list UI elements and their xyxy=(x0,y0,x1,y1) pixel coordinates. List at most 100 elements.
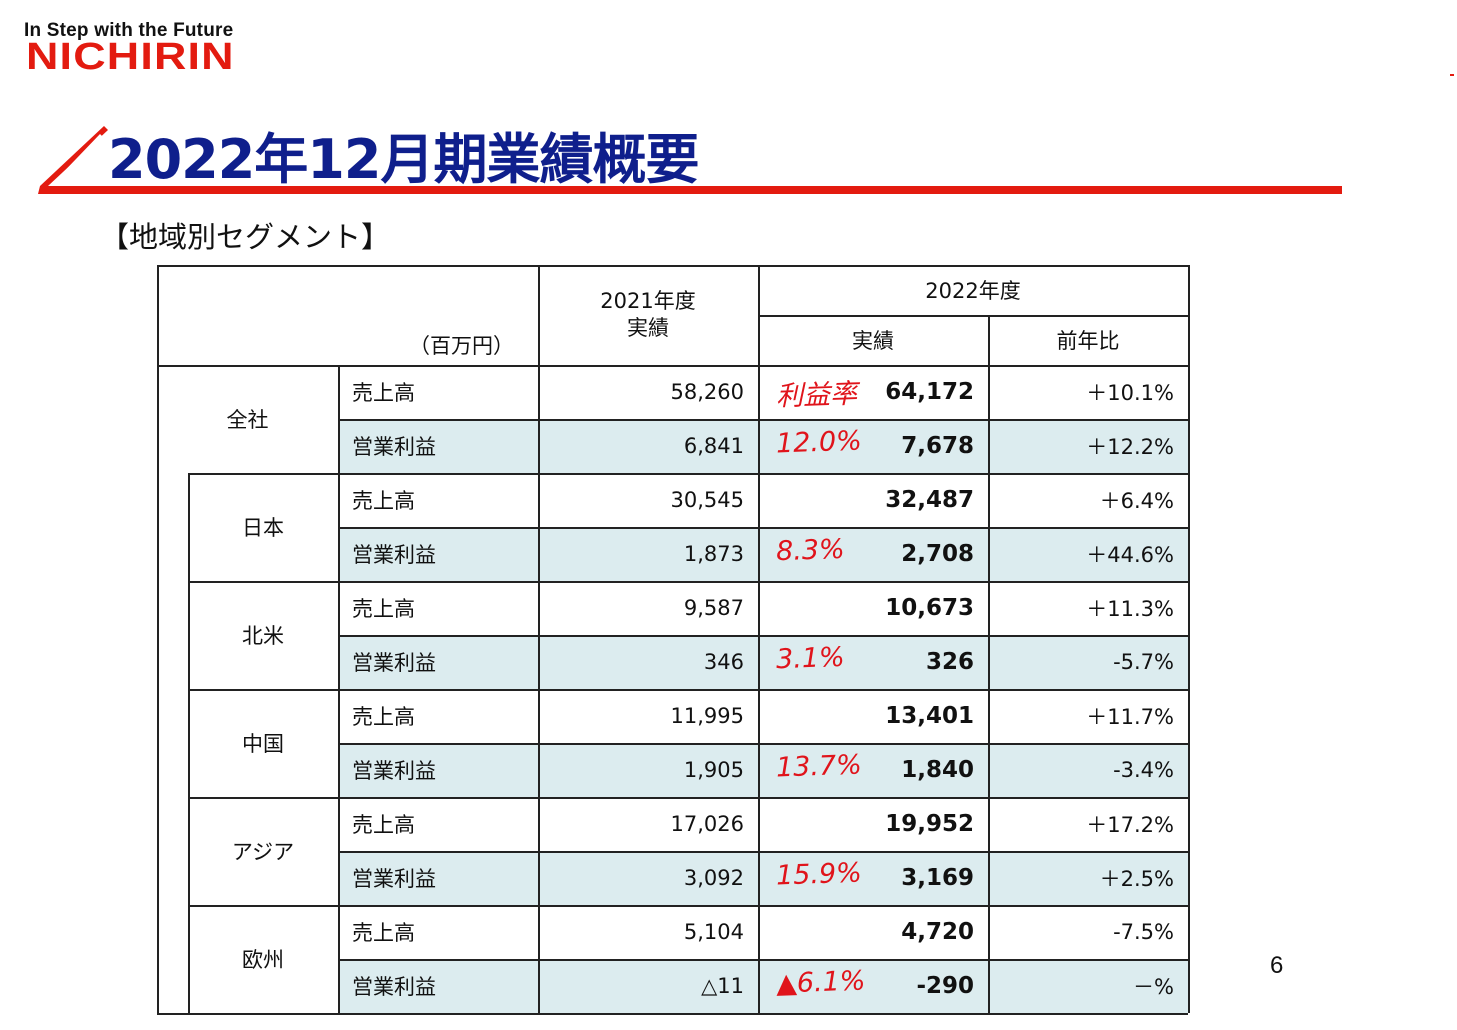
value-yoy: ＋10.1% xyxy=(1086,381,1174,405)
value-2021: 3,092 xyxy=(683,866,744,890)
table-vline xyxy=(188,473,190,1013)
value-yoy: -3.4% xyxy=(1113,758,1174,782)
table-hline xyxy=(758,315,1188,317)
metric-label: 営業利益 xyxy=(352,435,436,459)
value-2022: 2,708 xyxy=(901,541,974,567)
value-2022: 19,952 xyxy=(885,811,974,837)
header-2021-year: 2021年度 xyxy=(600,289,696,313)
metric-label: 売上高 xyxy=(352,813,415,837)
table-vline xyxy=(758,265,760,1013)
metric-label: 売上高 xyxy=(352,921,415,945)
title-underline-decoration xyxy=(38,126,1342,194)
table-hline xyxy=(188,473,1188,475)
table-hline xyxy=(188,689,1188,691)
table-vline xyxy=(338,365,340,1013)
header-2022-actual: 実績 xyxy=(852,329,894,353)
unit-label: （百万円） xyxy=(409,334,514,358)
header-2021-actual-label: 実績 xyxy=(627,316,669,340)
logo-tagline: In Step with the Future xyxy=(24,20,234,41)
value-yoy: ＋2.5% xyxy=(1099,867,1174,891)
table-hline xyxy=(338,419,1188,421)
region-label: アジア xyxy=(231,840,295,864)
value-2022: 64,172 xyxy=(885,379,974,405)
table-hline xyxy=(338,635,1188,637)
metric-label: 売上高 xyxy=(352,489,415,513)
header-yoy: 前年比 xyxy=(1056,329,1120,353)
metric-label: 売上高 xyxy=(352,705,415,729)
profit-row-shade xyxy=(338,635,1188,689)
value-2022: 10,673 xyxy=(885,595,974,621)
table-vline xyxy=(157,265,159,1013)
region-label: 北米 xyxy=(242,624,284,648)
table-hline xyxy=(188,581,1188,583)
metric-label: 営業利益 xyxy=(352,651,436,675)
header-2022-group: 2022年度 xyxy=(925,279,1021,303)
region-label: 中国 xyxy=(242,732,284,756)
table-hline xyxy=(157,1013,1188,1015)
metric-label: 営業利益 xyxy=(352,759,436,783)
value-yoy: -7.5% xyxy=(1113,920,1174,944)
value-yoy: ＋11.7% xyxy=(1086,705,1174,729)
page-number: 6 xyxy=(1270,952,1284,979)
value-yoy: ＋6.4% xyxy=(1099,489,1174,513)
value-2022: 32,487 xyxy=(885,487,974,513)
table-hline xyxy=(338,743,1188,745)
value-2021: 5,104 xyxy=(683,920,744,944)
value-2022: -290 xyxy=(916,973,974,999)
handwritten-margin-note: 利益率 xyxy=(775,378,858,413)
value-2021: 11,995 xyxy=(670,704,744,728)
value-2022: 326 xyxy=(925,649,974,675)
value-yoy: -5.7% xyxy=(1113,650,1174,674)
value-2022: 3,169 xyxy=(901,865,974,891)
table-hline xyxy=(157,265,1188,267)
value-2022: 4,720 xyxy=(901,919,974,945)
page-title: 2022年12月期業績概要 xyxy=(108,128,699,191)
metric-label: 営業利益 xyxy=(352,867,436,891)
value-2021: 6,841 xyxy=(683,434,744,458)
value-yoy: ＋44.6% xyxy=(1086,543,1174,567)
value-2022: 13,401 xyxy=(885,703,974,729)
table-hline xyxy=(188,797,1188,799)
metric-label: 売上高 xyxy=(352,381,415,405)
handwritten-margin-note: 15.9% xyxy=(775,857,863,892)
table-hline xyxy=(338,851,1188,853)
value-yoy: －% xyxy=(1133,975,1174,999)
logo-brand: NICHIRIN xyxy=(26,36,235,78)
handwritten-margin-note: 3.1% xyxy=(775,641,846,676)
table-hline xyxy=(338,959,1188,961)
value-2021: △11 xyxy=(701,974,744,998)
profit-row-shade xyxy=(338,419,1188,473)
table-vline xyxy=(538,265,540,1013)
table-hline xyxy=(157,365,1188,367)
table-hline xyxy=(188,905,1188,907)
value-yoy: ＋17.2% xyxy=(1086,813,1174,837)
region-label: 日本 xyxy=(242,516,284,540)
value-2021: 1,873 xyxy=(683,542,744,566)
profit-row-shade xyxy=(338,851,1188,905)
table-hline xyxy=(338,527,1188,529)
handwritten-margin-note: 8.3% xyxy=(775,533,846,568)
table-vline xyxy=(1188,265,1190,1013)
value-2022: 7,678 xyxy=(901,433,974,459)
value-2021: 30,545 xyxy=(670,488,744,512)
metric-label: 営業利益 xyxy=(352,543,436,567)
handwritten-margin-note: ▲6.1% xyxy=(775,965,866,1000)
profit-row-shade xyxy=(338,527,1188,581)
metric-label: 営業利益 xyxy=(352,975,436,999)
section-heading: 【地域別セグメント】 xyxy=(100,220,391,254)
profit-row-shade xyxy=(338,959,1188,1013)
corner-mark xyxy=(1450,74,1454,76)
table-vline xyxy=(988,315,990,1013)
handwritten-margin-note: 12.0% xyxy=(775,425,863,460)
value-2021: 58,260 xyxy=(670,380,744,404)
metric-label: 売上高 xyxy=(352,597,415,621)
header-2021-actual: 2021年度 実績 xyxy=(538,288,758,342)
region-label: 全社 xyxy=(226,408,269,432)
value-2021: 346 xyxy=(703,650,744,674)
profit-row-shade xyxy=(338,743,1188,797)
value-2022: 1,840 xyxy=(901,757,974,783)
value-yoy: ＋12.2% xyxy=(1086,435,1174,459)
region-label: 欧州 xyxy=(242,948,284,972)
value-2021: 1,905 xyxy=(683,758,744,782)
